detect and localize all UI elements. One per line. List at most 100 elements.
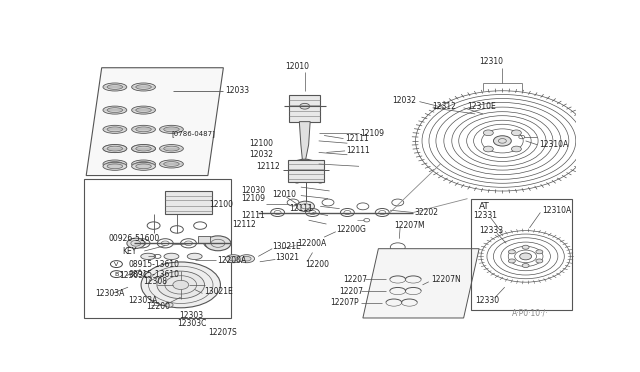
Bar: [84, 179, 231, 318]
Ellipse shape: [132, 125, 156, 133]
Text: 12308: 12308: [143, 276, 168, 286]
Circle shape: [173, 280, 189, 289]
Ellipse shape: [107, 108, 123, 112]
Text: 12303C: 12303C: [177, 319, 206, 328]
Ellipse shape: [164, 253, 179, 260]
Text: 12310A: 12310A: [543, 206, 572, 215]
Circle shape: [483, 130, 493, 136]
Circle shape: [522, 263, 529, 267]
Ellipse shape: [136, 127, 151, 132]
Text: 12310E: 12310E: [467, 102, 496, 111]
Ellipse shape: [107, 161, 123, 166]
Ellipse shape: [132, 145, 156, 153]
Ellipse shape: [239, 255, 255, 263]
Ellipse shape: [225, 255, 241, 263]
Text: 12200A: 12200A: [217, 256, 246, 265]
Text: 12200A: 12200A: [297, 239, 326, 248]
Ellipse shape: [136, 84, 151, 89]
Text: 13021E: 13021E: [204, 286, 233, 295]
Text: 12303C: 12303C: [119, 271, 148, 280]
Text: 12200: 12200: [146, 302, 170, 311]
Text: 12200: 12200: [305, 260, 329, 269]
Text: 12109: 12109: [241, 194, 265, 203]
Circle shape: [127, 238, 145, 248]
Ellipse shape: [103, 125, 127, 133]
Ellipse shape: [132, 160, 156, 168]
Text: 12010: 12010: [272, 190, 296, 199]
Text: 12032: 12032: [249, 150, 273, 159]
Circle shape: [508, 250, 515, 254]
Text: AT: AT: [479, 202, 490, 211]
Text: 12207N: 12207N: [431, 275, 461, 284]
Circle shape: [141, 262, 220, 308]
Ellipse shape: [132, 145, 156, 153]
Text: 12312: 12312: [433, 102, 456, 111]
Ellipse shape: [159, 125, 183, 133]
Circle shape: [511, 146, 522, 152]
Circle shape: [522, 245, 529, 249]
Circle shape: [302, 166, 308, 170]
Text: 12112: 12112: [233, 219, 257, 228]
Ellipse shape: [107, 146, 123, 151]
Text: 12111: 12111: [241, 211, 265, 220]
Ellipse shape: [136, 164, 151, 169]
Ellipse shape: [132, 83, 156, 91]
Text: 12100: 12100: [249, 139, 273, 148]
Circle shape: [318, 180, 323, 183]
Text: 12207P: 12207P: [330, 298, 359, 307]
Circle shape: [520, 253, 532, 260]
Text: 12303: 12303: [179, 311, 204, 320]
Ellipse shape: [103, 145, 127, 153]
Ellipse shape: [107, 127, 123, 132]
Circle shape: [536, 259, 543, 263]
Bar: [165, 191, 212, 214]
Circle shape: [511, 130, 522, 136]
Ellipse shape: [107, 146, 123, 151]
Text: 32202: 32202: [415, 208, 439, 217]
Text: 12331: 12331: [474, 211, 498, 220]
Ellipse shape: [141, 253, 156, 260]
Polygon shape: [363, 249, 479, 318]
Text: 13021E: 13021E: [272, 242, 301, 251]
Ellipse shape: [136, 146, 151, 151]
Text: 12111: 12111: [347, 147, 371, 155]
Bar: [472, 199, 572, 310]
Text: 12200G: 12200G: [336, 225, 365, 234]
Text: 08915-13610: 08915-13610: [129, 270, 180, 279]
Text: 12111: 12111: [289, 204, 313, 213]
Text: 12310: 12310: [479, 57, 503, 66]
Text: 12207: 12207: [344, 275, 367, 284]
Text: 12303A: 12303A: [95, 289, 125, 298]
Ellipse shape: [159, 160, 183, 168]
Ellipse shape: [132, 162, 156, 170]
Ellipse shape: [159, 145, 183, 153]
Polygon shape: [300, 122, 310, 160]
Text: 12109: 12109: [360, 129, 385, 138]
Bar: [288, 160, 324, 182]
Circle shape: [205, 236, 231, 251]
Text: 12112: 12112: [257, 162, 280, 171]
Circle shape: [290, 159, 319, 176]
Ellipse shape: [164, 127, 179, 132]
Text: A·P0·10·/·: A·P0·10·/·: [511, 309, 548, 318]
Circle shape: [508, 259, 515, 263]
Text: V: V: [115, 262, 118, 267]
Ellipse shape: [164, 161, 179, 166]
Text: B: B: [115, 272, 118, 277]
Bar: [198, 235, 210, 243]
Bar: [289, 95, 320, 122]
Ellipse shape: [242, 256, 251, 261]
Text: 12333: 12333: [479, 227, 503, 235]
Circle shape: [300, 103, 310, 109]
Text: 12207S: 12207S: [208, 328, 237, 337]
Text: 12207M: 12207M: [394, 221, 424, 230]
Text: [0786-0487]: [0786-0487]: [172, 130, 215, 137]
Text: 08915-13610: 08915-13610: [129, 260, 180, 269]
Text: 12010: 12010: [285, 62, 309, 71]
Ellipse shape: [107, 164, 123, 169]
Ellipse shape: [103, 145, 127, 153]
Circle shape: [294, 180, 300, 183]
Polygon shape: [86, 68, 223, 176]
Ellipse shape: [103, 160, 127, 168]
Ellipse shape: [136, 146, 151, 151]
